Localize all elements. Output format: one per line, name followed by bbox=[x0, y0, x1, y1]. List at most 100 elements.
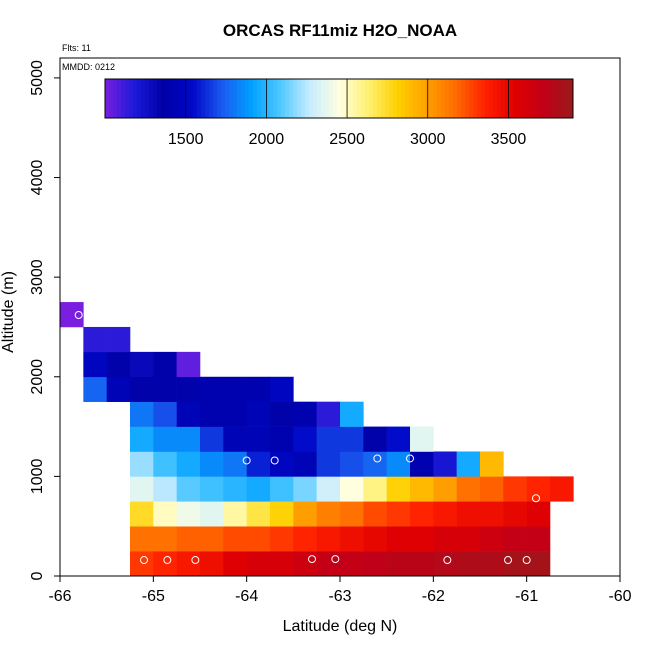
heatmap-cell bbox=[433, 501, 457, 527]
heatmap-cell bbox=[503, 476, 527, 502]
colorbar-segment bbox=[357, 79, 362, 118]
colorbar-segment bbox=[173, 79, 178, 118]
heatmap-cell bbox=[456, 526, 481, 552]
heatmap-cell bbox=[223, 476, 247, 502]
heatmap-cell bbox=[526, 476, 551, 502]
colorbar-segment bbox=[465, 79, 470, 118]
heatmap-cell bbox=[130, 426, 154, 452]
heatmap-cell bbox=[340, 551, 364, 577]
heatmap-cell bbox=[176, 476, 201, 502]
colorbar-segment bbox=[285, 79, 290, 118]
colorbar-segment bbox=[189, 79, 194, 118]
heatmap-cell bbox=[363, 526, 387, 552]
colorbar-segment bbox=[369, 79, 374, 118]
colorbar-segment bbox=[505, 79, 510, 118]
colorbar-segment bbox=[169, 79, 174, 118]
heatmap-cell bbox=[270, 526, 294, 552]
x-tick-label: -64 bbox=[235, 588, 258, 605]
heatmap-cell bbox=[293, 401, 317, 427]
heatmap-cell bbox=[433, 526, 457, 552]
colorbar-segment bbox=[153, 79, 158, 118]
heatmap-cell bbox=[293, 501, 317, 527]
colorbar-segment bbox=[569, 79, 574, 118]
x-tick-label: -62 bbox=[422, 588, 445, 605]
heatmap-cell bbox=[340, 426, 364, 452]
colorbar-segment bbox=[445, 79, 450, 118]
y-axis-label: Altitude (m) bbox=[0, 271, 17, 353]
colorbar-segment bbox=[117, 79, 122, 118]
flight-point bbox=[242, 456, 251, 465]
heatmap-cell bbox=[246, 476, 271, 502]
heatmap-cell bbox=[200, 501, 224, 527]
y-tick-label: 2000 bbox=[29, 359, 46, 395]
heatmap-cell bbox=[480, 501, 504, 527]
colorbar-segment bbox=[305, 79, 310, 118]
heatmap-cell bbox=[200, 401, 224, 427]
flights-note: Flts: 11 bbox=[62, 43, 91, 53]
colorbar-segment bbox=[533, 79, 538, 118]
flight-point bbox=[191, 556, 200, 565]
heatmap-cell bbox=[480, 551, 504, 577]
colorbar-segment bbox=[261, 79, 266, 118]
heatmap-cell bbox=[293, 451, 317, 477]
colorbar-segment bbox=[361, 79, 366, 118]
colorbar-segment bbox=[453, 79, 458, 118]
heatmap-cell bbox=[363, 551, 387, 577]
heatmap-cell bbox=[246, 376, 271, 402]
heatmap-cell bbox=[246, 526, 271, 552]
heatmap-cell bbox=[176, 401, 201, 427]
colorbar-segment bbox=[557, 79, 562, 118]
heatmap-cell bbox=[153, 476, 177, 502]
colorbar-segment bbox=[497, 79, 502, 118]
colorbar-segment bbox=[433, 79, 438, 118]
colorbar-segment bbox=[397, 79, 402, 118]
colorbar-segment bbox=[197, 79, 202, 118]
heatmap-cell bbox=[340, 501, 364, 527]
colorbar-segment bbox=[393, 79, 398, 118]
colorbar-segment bbox=[181, 79, 186, 118]
heatmap-cell bbox=[153, 526, 177, 552]
flight-point bbox=[163, 556, 172, 565]
colorbar-segment bbox=[353, 79, 358, 118]
heatmap-cell bbox=[410, 426, 434, 452]
heatmap-cell bbox=[223, 401, 247, 427]
heatmap-cell bbox=[410, 526, 434, 552]
heatmap-cell bbox=[316, 426, 341, 452]
heatmap-cell bbox=[293, 526, 317, 552]
colorbar-segment bbox=[209, 79, 214, 118]
heatmap-cell bbox=[340, 526, 364, 552]
heatmap-cell bbox=[270, 476, 294, 502]
flight-point bbox=[308, 555, 316, 564]
colorbar: 1500 2000 2500 3000 3500 bbox=[104, 78, 574, 148]
colorbar-segment bbox=[301, 79, 306, 118]
heatmap-cell bbox=[316, 451, 341, 477]
colorbar-segment bbox=[265, 79, 270, 118]
colorbar-segment bbox=[425, 79, 430, 118]
heatmap-cell bbox=[130, 401, 154, 427]
heatmap-cell bbox=[176, 451, 201, 477]
heatmap-cell bbox=[503, 551, 527, 577]
colorbar-segment bbox=[429, 79, 434, 118]
heatmap-cell bbox=[316, 551, 341, 577]
heatmap-cell bbox=[386, 551, 411, 577]
heatmap-cell bbox=[340, 401, 364, 427]
y-tick-label: 3000 bbox=[29, 259, 46, 295]
colorbar-tick-label: 3500 bbox=[491, 131, 527, 148]
heatmap-cell bbox=[456, 551, 481, 577]
colorbar-segment bbox=[561, 79, 566, 118]
heatmap-cell bbox=[270, 401, 294, 427]
colorbar-segment bbox=[277, 79, 282, 118]
colorbar-segment bbox=[137, 79, 142, 118]
flight-point bbox=[373, 454, 382, 463]
flight-point bbox=[406, 454, 414, 463]
heatmap-cell bbox=[410, 551, 434, 577]
heatmap-cell bbox=[246, 451, 271, 477]
heatmap-cell bbox=[200, 376, 224, 402]
colorbar-segment bbox=[125, 79, 130, 118]
x-tick-label: -66 bbox=[48, 588, 71, 605]
heatmap-cell bbox=[223, 551, 247, 577]
heatmap-cell bbox=[130, 526, 154, 552]
y-tick-label: 0 bbox=[29, 571, 46, 580]
heatmap-cell bbox=[386, 426, 411, 452]
